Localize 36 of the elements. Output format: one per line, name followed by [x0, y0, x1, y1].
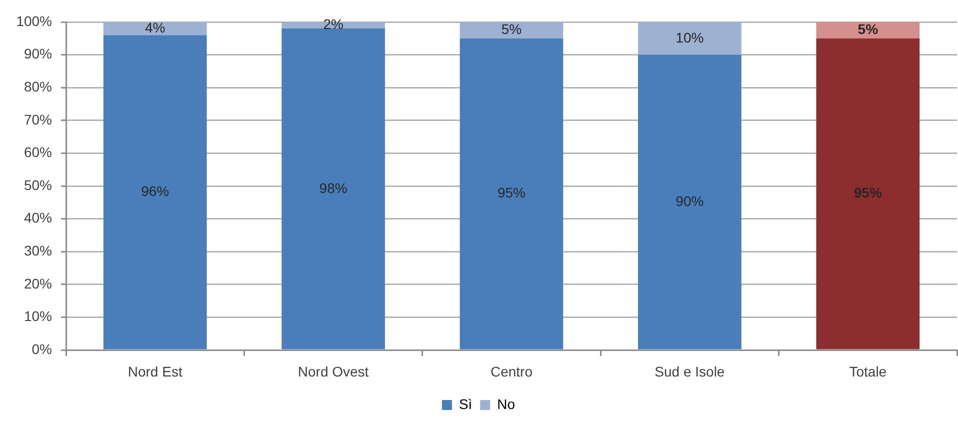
x-tick-label: Sud e Isole	[654, 363, 725, 380]
y-tick-label: 50%	[24, 176, 52, 193]
y-tick-label: 40%	[24, 210, 52, 226]
bar	[816, 22, 920, 38]
x-tick-label: Totale	[849, 363, 887, 380]
legend-label: Sì	[458, 396, 472, 412]
y-tick-label: 30%	[24, 242, 52, 258]
bar	[816, 38, 920, 350]
bar	[460, 22, 564, 38]
x-tick-label: Nord Est	[128, 363, 182, 380]
data-label: 4%	[144, 19, 166, 36]
bar	[282, 28, 385, 350]
data-label: 5%	[501, 21, 522, 38]
data-label: 95%	[854, 184, 882, 201]
data-label: 90%	[676, 192, 704, 209]
bar	[460, 38, 564, 350]
y-tick-label: 100%	[16, 12, 52, 29]
y-tick-label: 10%	[24, 308, 52, 324]
data-label: 96%	[141, 183, 170, 200]
x-tick-label: Nord Ovest	[298, 363, 369, 380]
data-label: 10%	[676, 29, 704, 46]
bar	[638, 22, 742, 55]
y-tick-label: 20%	[24, 275, 52, 292]
y-tick-label: 80%	[24, 78, 52, 94]
data-label: 98%	[319, 180, 348, 196]
bar	[638, 54, 742, 350]
y-tick-label: 0%	[32, 340, 52, 357]
data-label: 95%	[497, 184, 526, 201]
y-tick-label: 70%	[24, 111, 52, 128]
bar	[103, 22, 207, 36]
data-label: 5%	[858, 21, 879, 38]
legend-label: No	[497, 396, 516, 412]
y-tick-label: 90%	[24, 46, 52, 62]
bar	[103, 35, 207, 350]
y-tick-label: 60%	[24, 144, 52, 160]
x-tick-label: Centro	[490, 363, 533, 380]
